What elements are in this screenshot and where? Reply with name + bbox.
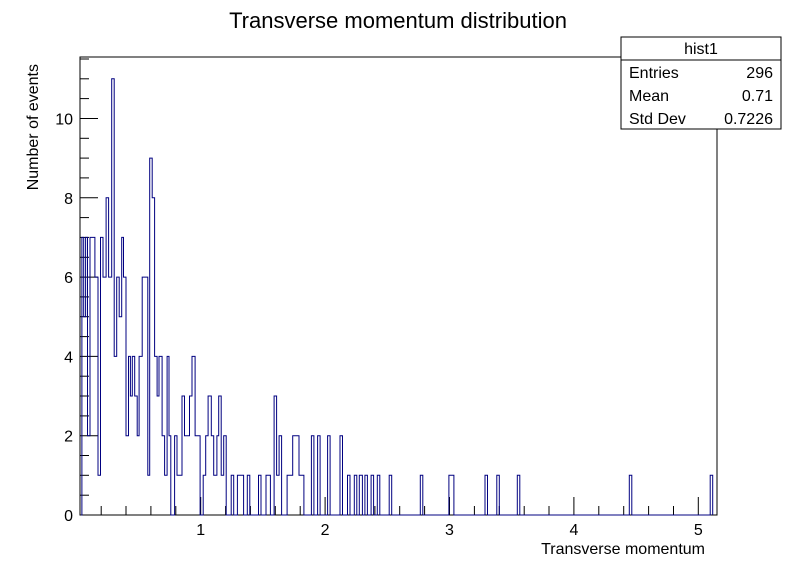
stats-box-title: hist1	[684, 41, 718, 58]
stats-box-frame	[620, 36, 782, 130]
stats-entries-value: 296	[746, 65, 773, 82]
x-tick-label: 1	[196, 522, 205, 539]
y-tick-label: 2	[64, 429, 73, 446]
x-axis: 1 2 3 4 5	[100, 497, 703, 539]
y-tick-label: 10	[55, 112, 73, 129]
stats-stddev-label: Std Dev	[629, 111, 686, 128]
x-axis-label: Transverse momentum	[541, 541, 705, 558]
histogram-series-line	[81, 78, 714, 516]
stats-box: hist1 Entries 296 Mean 0.71 Std Dev 0.72…	[620, 36, 782, 130]
stats-mean-value: 0.71	[742, 88, 773, 105]
y-tick-label: 6	[64, 270, 73, 287]
x-tick-label: 2	[321, 522, 330, 539]
stats-entries-label: Entries	[629, 65, 679, 82]
stats-mean-label: Mean	[629, 88, 669, 105]
x-tick-label: 4	[569, 522, 578, 539]
chart-title: Transverse momentum distribution	[229, 8, 567, 33]
x-tick-label: 5	[694, 522, 703, 539]
y-tick-label: 8	[64, 191, 73, 208]
y-tick-label: 0	[64, 508, 73, 525]
y-axis-label: Number of events	[25, 64, 42, 190]
y-tick-label: 4	[64, 349, 73, 366]
x-tick-label: 3	[445, 522, 454, 539]
stats-stddev-value: 0.7226	[724, 111, 773, 128]
